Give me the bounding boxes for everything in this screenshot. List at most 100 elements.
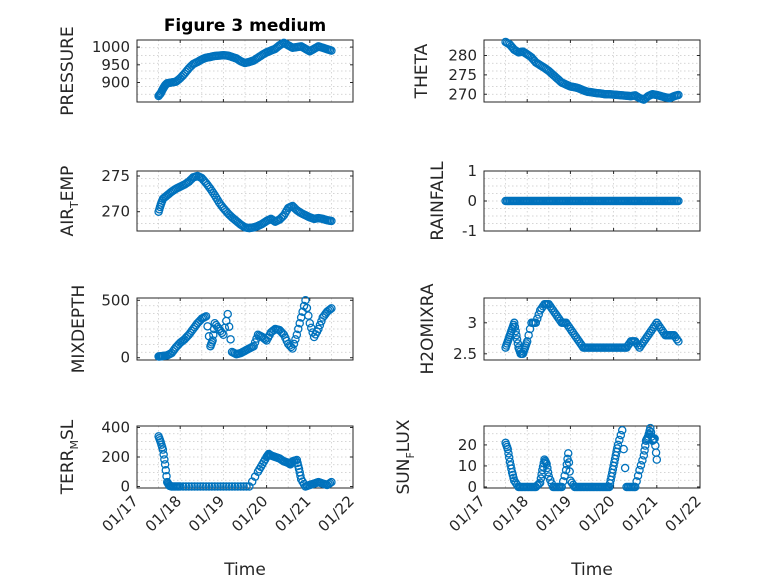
data-point: [175, 482, 185, 491]
y-tick-label: 1000: [92, 38, 130, 56]
axes-frame: [136, 39, 354, 103]
data-point-interpolated: [564, 458, 574, 467]
axes-frame: [136, 297, 354, 361]
data-point-interpolated: [196, 482, 205, 491]
y-tick-label: 400: [101, 418, 130, 436]
h2omixra-panel: 2.5 3 H2OMIXRA: [418, 283, 701, 375]
y-axis-label-rest: LUX: [394, 419, 414, 452]
y-tick-label: 275: [448, 66, 477, 84]
data-point-interpolated: [536, 474, 546, 483]
y-tick-label: 3: [467, 314, 477, 332]
data-point-interpolated: [641, 441, 650, 450]
x-axis-label: Time: [570, 560, 613, 580]
data-series: [501, 196, 683, 206]
data-point: [613, 440, 623, 450]
mixdepth-panel: 0 500 MIXDEPTH: [69, 285, 354, 374]
data-point-interpolated: [315, 320, 325, 330]
data-point: [314, 324, 323, 334]
data-point-interpolated: [612, 444, 622, 453]
data-point-interpolated: [226, 335, 235, 344]
data-point: [201, 482, 211, 491]
data-point: [223, 309, 232, 319]
y-tick-label: 500: [101, 291, 130, 309]
data-point-interpolated: [209, 330, 218, 339]
data-point-interpolated: [161, 466, 171, 475]
data-point-interpolated: [533, 314, 542, 323]
data-point-interpolated: [181, 482, 191, 491]
data-point-interpolated: [187, 482, 196, 491]
data-point: [509, 318, 519, 328]
rainfall-panel: -1 0 1 RAINFALL: [428, 161, 701, 241]
data-point: [630, 482, 640, 492]
data-point: [184, 482, 194, 491]
data-point-interpolated: [616, 430, 626, 440]
data-point-interpolated: [190, 482, 199, 491]
data-point-interpolated: [672, 335, 682, 344]
data-point: [531, 482, 541, 492]
y-tick-label: 0: [467, 192, 477, 210]
data-point-interpolated: [159, 450, 168, 459]
data-point-interpolated: [207, 482, 217, 491]
chart-title: Figure 3 medium: [164, 16, 326, 36]
y-tick-label: 275: [101, 167, 130, 185]
data-series: [154, 171, 336, 233]
data-point-interpolated: [560, 471, 569, 480]
data-point: [674, 196, 683, 206]
data-point: [563, 449, 573, 458]
x-axis-label: Time: [223, 560, 266, 580]
data-point-interpolated: [534, 479, 543, 489]
y-tick-label: 270: [448, 85, 477, 103]
data-point: [305, 319, 315, 328]
y-tick-label: 270: [101, 203, 130, 221]
data-point: [208, 336, 217, 345]
data-point-interpolated: [648, 435, 658, 445]
y-tick-label: 200: [101, 448, 130, 466]
y-tick-label: 0: [467, 478, 477, 496]
data-point: [327, 477, 336, 487]
y-tick-label: 0: [120, 478, 130, 496]
data-point: [158, 445, 168, 454]
data-point-interpolated: [216, 482, 225, 491]
y-axis-label-main: TERR: [58, 449, 78, 495]
y-axis-label: MIXDEPTH: [69, 285, 89, 374]
data-point: [206, 184, 215, 194]
data-point-interpolated: [640, 446, 649, 455]
data-point: [327, 46, 336, 55]
data-series: [501, 423, 662, 492]
y-axis-label-main: SUN: [394, 459, 414, 495]
data-point: [249, 341, 258, 351]
data-point-interpolated: [533, 481, 542, 490]
data-point: [566, 476, 575, 485]
data-point-interpolated: [222, 482, 231, 491]
y-tick-label: 20: [458, 436, 477, 454]
data-point: [288, 201, 297, 211]
data-point-interpolated: [504, 453, 514, 462]
data-point-interpolated: [233, 482, 243, 491]
data-point: [542, 459, 551, 469]
data-point: [219, 482, 228, 491]
data-point-interpolated: [295, 319, 304, 328]
y-tick-label: 280: [448, 47, 477, 65]
data-point-interpolated: [289, 339, 299, 349]
data-point-interpolated: [204, 482, 214, 491]
data-point: [652, 455, 662, 464]
y-axis-label: TERRMSL: [58, 419, 81, 495]
data-point: [327, 216, 336, 226]
y-tick-label: 1: [467, 162, 477, 180]
data-series: [154, 296, 336, 361]
data-point-interpolated: [510, 322, 520, 332]
data-point-interpolated: [646, 428, 656, 437]
data-point: [617, 425, 627, 435]
data-point-interpolated: [615, 435, 624, 445]
data-point-interpolated: [524, 330, 533, 340]
data-point-interpolated: [513, 339, 523, 348]
data-point-interpolated: [504, 449, 513, 458]
data-point-interpolated: [651, 320, 660, 330]
y-tick-label: -1: [462, 222, 477, 240]
data-point-interpolated: [507, 464, 516, 473]
y-axis-label: AIRTEMP: [58, 166, 81, 237]
y-axis-label-subscript: M: [68, 440, 81, 450]
data-point-interpolated: [325, 478, 335, 488]
